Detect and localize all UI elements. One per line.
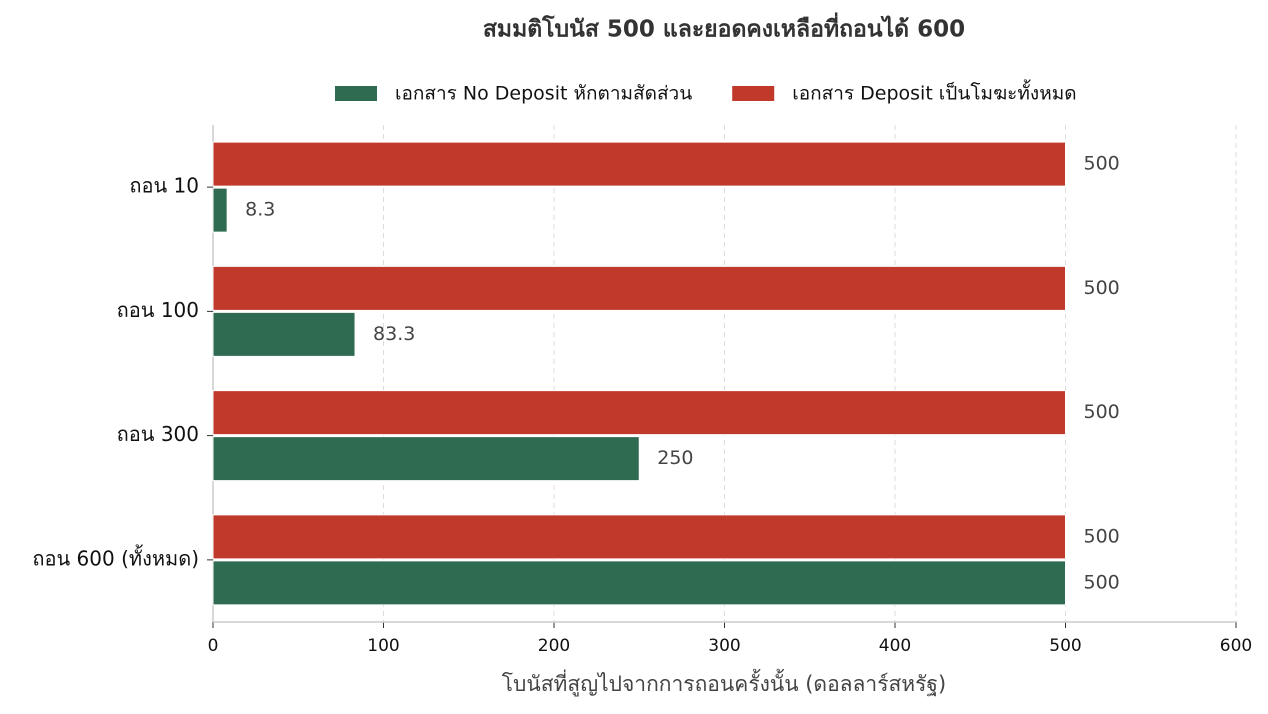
bar (212, 436, 640, 482)
y-tick-label: ถอน 10 (129, 174, 199, 198)
x-tick-label: 500 (1049, 636, 1081, 656)
value-label: 8.3 (245, 199, 275, 221)
bar (212, 514, 1066, 560)
x-tick-label: 200 (538, 636, 570, 656)
x-axis-label: โบนัสที่สูญไปจากการถอนครั้งนั้น (ดอลลาร์… (502, 669, 946, 697)
bar (212, 560, 1066, 606)
value-label: 500 (1084, 153, 1120, 175)
value-label: 83.3 (373, 323, 415, 345)
y-tick-label: ถอน 600 (ทั้งหมด) (32, 544, 199, 570)
value-label: 500 (1084, 525, 1120, 547)
bar (212, 265, 1066, 311)
legend-label: เอกสาร No Deposit หักตามสัดส่วน (395, 83, 692, 105)
legend-label: เอกสาร Deposit เป็นโมฆะทั้งหมด (792, 80, 1076, 105)
value-label: 500 (1084, 401, 1120, 423)
x-tick-label: 600 (1220, 636, 1252, 656)
y-tick-label: ถอน 100 (117, 298, 199, 322)
x-tick-label: 300 (708, 636, 740, 656)
value-label: 500 (1084, 277, 1120, 299)
x-tick-label: 100 (367, 636, 399, 656)
bar (212, 390, 1066, 436)
y-tick-label: ถอน 300 (117, 422, 199, 446)
bar (212, 141, 1066, 187)
legend-swatch (335, 86, 377, 101)
bar (212, 187, 228, 233)
x-tick-label: 0 (208, 636, 219, 656)
x-tick-label: 400 (879, 636, 911, 656)
value-label: 250 (657, 447, 693, 469)
value-label: 500 (1084, 571, 1120, 593)
legend-swatch (732, 86, 775, 101)
bar (212, 311, 356, 357)
chart-title: สมมติโบนัส 500 และยอดคงเหลือที่ถอนได้ 60… (483, 12, 965, 43)
